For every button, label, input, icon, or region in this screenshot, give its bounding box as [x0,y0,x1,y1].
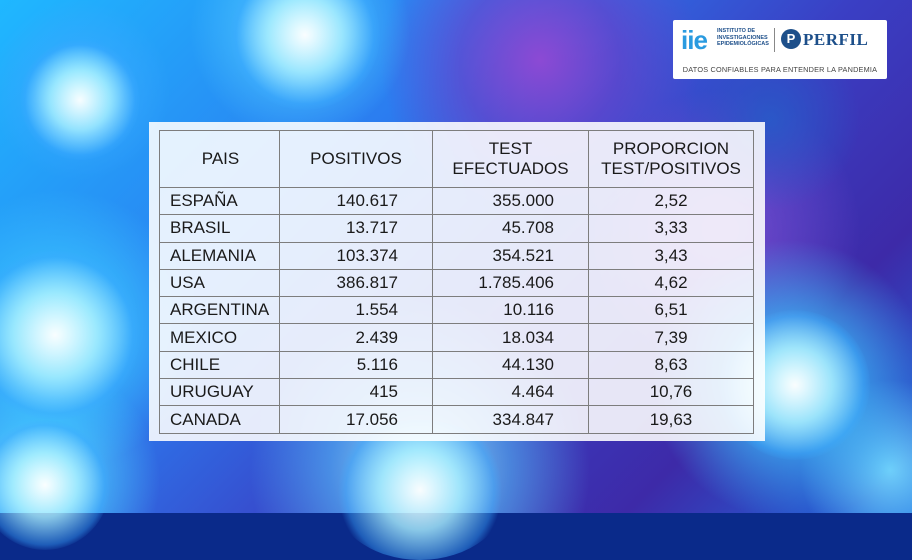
cell-positivos: 415 [279,378,433,407]
cell-test-efectuados: 1.785.406 [432,268,589,298]
cell-proporcion: 10,76 [588,378,754,407]
cell-proporcion: 2,52 [588,186,754,216]
table-body: ESPAÑA 140.617 355.000 2,52 BRASIL 13.717 45.7… [159,186,754,434]
virus-decoration [0,250,140,420]
logo-tagline: DATOS CONFIABLES PARA ENTENDER LA PANDEM… [682,65,878,74]
cell-test-efectuados: 4.464 [432,378,589,407]
perfil-logo-icon: P [781,29,801,49]
table-row: URUGUAY 415 4.464 10,76 [159,378,754,407]
cell-pais: BRASIL [159,214,280,243]
column-header-pais: PAIS [159,130,280,188]
cell-pais: USA [159,268,280,298]
cell-proporcion: 8,63 [588,350,754,380]
table-row: ARGENTINA 1.554 10.116 6,51 [159,296,754,325]
cell-proporcion: 4,62 [588,268,754,298]
iie-logo: iie [681,25,708,55]
table-row: BRASIL 13.717 45.708 3,33 [159,214,754,243]
cell-positivos: 13.717 [279,214,433,243]
cell-proporcion: 3,43 [588,241,754,270]
cell-positivos: 17.056 [279,405,433,434]
perfil-logo: PERFIL [803,30,869,49]
table-header-row: PAIS POSITIVOS TEST EFECTUADOS PROPORCION… [159,130,754,188]
cell-test-efectuados: 354.521 [432,241,589,270]
cell-positivos: 2.439 [279,323,433,352]
cell-pais: MEXICO [159,323,280,352]
table-row: USA 386.817 1.785.406 4,62 [159,268,754,298]
logo-banner: iie INSTITUTO DE INVESTIGACIONES EPIDEMI… [673,20,887,79]
column-header-test-efectuados: TEST EFECTUADOS [432,130,589,188]
cell-test-efectuados: 334.847 [432,405,589,434]
cell-test-efectuados: 44.130 [432,350,589,380]
cell-positivos: 1.554 [279,296,433,325]
institute-name: INSTITUTO DE INVESTIGACIONES EPIDEMIOLÓG… [717,28,769,47]
cell-pais: ARGENTINA [159,296,280,325]
cell-proporcion: 3,33 [588,214,754,243]
cell-positivos: 103.374 [279,241,433,270]
cell-positivos: 386.817 [279,268,433,298]
table-row: MEXICO 2.439 18.034 7,39 [159,323,754,352]
cell-pais: CHILE [159,350,280,380]
cell-test-efectuados: 10.116 [432,296,589,325]
column-header-positivos: POSITIVOS [279,130,433,188]
cell-test-efectuados: 18.034 [432,323,589,352]
table-row: ALEMANIA 103.374 354.521 3,43 [159,241,754,270]
cell-pais: ESPAÑA [159,186,280,216]
cell-test-efectuados: 45.708 [432,214,589,243]
cell-test-efectuados: 355.000 [432,186,589,216]
table-row: ESPAÑA 140.617 355.000 2,52 [159,186,754,216]
cell-positivos: 140.617 [279,186,433,216]
logo-divider [774,28,775,52]
cell-pais: CANADA [159,405,280,434]
cell-proporcion: 7,39 [588,323,754,352]
column-header-proporcion: PROPORCION TEST/POSITIVOS [588,130,754,188]
table-row: CHILE 5.116 44.130 8,63 [159,350,754,380]
cell-pais: URUGUAY [159,378,280,407]
cell-proporcion: 19,63 [588,405,754,434]
virus-decoration [20,40,140,160]
table-row: CANADA 17.056 334.847 19,63 [159,405,754,434]
cell-pais: ALEMANIA [159,241,280,270]
cell-positivos: 5.116 [279,350,433,380]
cell-proporcion: 6,51 [588,296,754,325]
virus-decoration [330,420,510,560]
data-table: PAIS POSITIVOS TEST EFECTUADOS PROPORCION… [159,130,754,434]
